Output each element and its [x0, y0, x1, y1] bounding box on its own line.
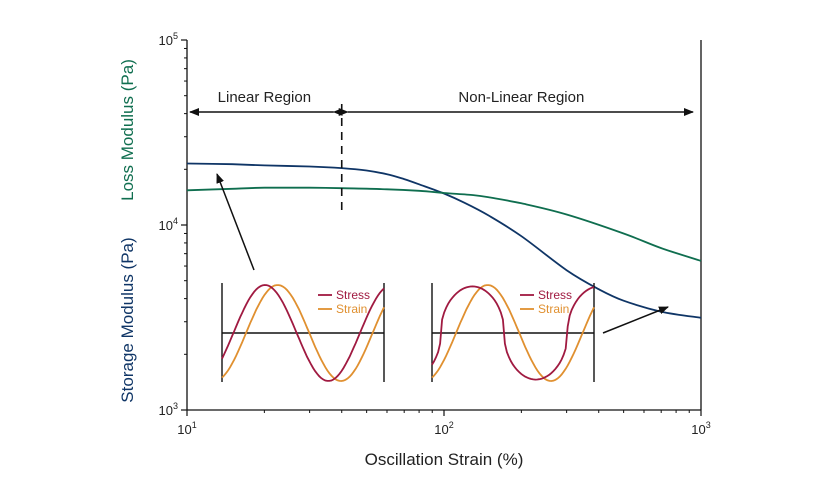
legend-strain-label: Strain — [538, 302, 569, 316]
stress-wave — [221, 284, 385, 382]
x-tick-label: 101 — [177, 420, 196, 437]
strain-wave — [431, 284, 595, 382]
loss-modulus-line — [186, 186, 702, 262]
nonlinear-inset-pointer-arrow — [602, 306, 669, 334]
legend-stress-label: Stress — [336, 288, 370, 302]
legend-stress-label: Stress — [538, 288, 572, 302]
inset-linear-waveform: Stress Strain — [221, 283, 385, 382]
linear-region-label: Linear Region — [218, 89, 311, 106]
x-tick-label: 103 — [691, 420, 710, 437]
y-tick-label: 104 — [159, 216, 178, 233]
legend-strain-label: Strain — [336, 302, 367, 316]
storage-modulus-line — [186, 162, 702, 319]
y-tick-label: 103 — [159, 401, 178, 418]
y-tick-label: 105 — [159, 31, 178, 48]
linear-inset-pointer-arrow — [216, 173, 255, 271]
y-axis-title: Storage Modulus (Pa) — [118, 237, 137, 402]
inset-nonlinear-waveform: Stress Strain — [431, 283, 595, 382]
nonlinear-region-label: Non-Linear Region — [458, 89, 584, 106]
strain-wave — [221, 284, 385, 382]
series-layer — [186, 162, 702, 319]
x-ticks: 101 102 103 — [177, 410, 711, 437]
x-tick-label: 102 — [434, 420, 453, 437]
stress-wave — [431, 285, 595, 381]
y2-axis-title: Loss Modulus (Pa) — [118, 59, 137, 201]
x-axis-title: Oscillation Strain (%) — [365, 450, 524, 469]
region-annotations: Linear Region Non-Linear Region — [189, 89, 694, 212]
y-ticks: 103 104 105 — [159, 31, 187, 418]
